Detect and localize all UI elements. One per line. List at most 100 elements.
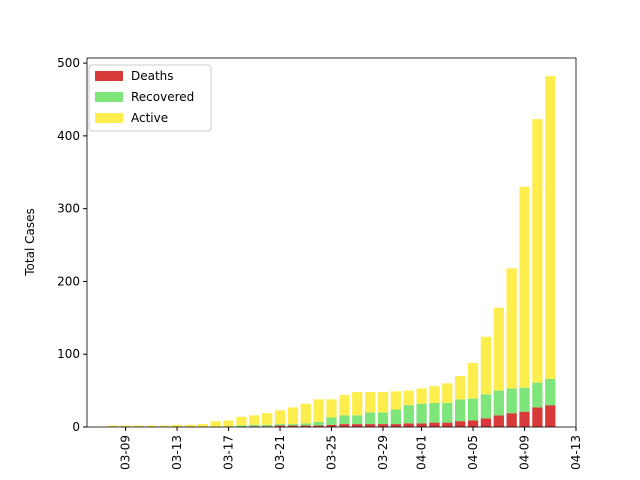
bar xyxy=(416,403,427,424)
legend-swatch xyxy=(95,71,123,81)
bar xyxy=(300,423,311,426)
x-tick-label: 03-13 xyxy=(170,435,184,470)
bar xyxy=(249,415,260,425)
bar xyxy=(506,268,517,389)
x-tick-label: 04-09 xyxy=(518,435,532,470)
bar xyxy=(403,423,414,427)
bar xyxy=(146,425,157,427)
bar xyxy=(352,392,363,416)
bar xyxy=(287,407,299,425)
bar xyxy=(403,405,414,424)
bar xyxy=(480,394,492,419)
x-tick-label: 03-25 xyxy=(325,435,339,470)
bar xyxy=(300,425,311,427)
bar xyxy=(364,424,376,427)
bar xyxy=(300,403,311,424)
bar xyxy=(352,424,363,427)
bar xyxy=(545,76,556,379)
bar xyxy=(133,425,144,427)
bar xyxy=(390,409,401,425)
bar xyxy=(287,424,299,426)
bar xyxy=(519,411,530,427)
bar xyxy=(236,425,247,427)
bar xyxy=(416,423,427,427)
bar xyxy=(326,399,337,418)
bar xyxy=(442,422,453,427)
bar xyxy=(313,425,324,427)
bar xyxy=(403,390,414,406)
y-tick-label: 0 xyxy=(72,420,80,434)
bar xyxy=(262,413,273,425)
bar xyxy=(107,425,118,427)
y-tick-label: 100 xyxy=(57,347,80,361)
bar xyxy=(429,402,440,423)
bar xyxy=(339,394,350,416)
bar xyxy=(377,392,389,413)
bar xyxy=(377,412,389,425)
bar xyxy=(455,399,466,422)
bar xyxy=(493,307,504,391)
x-tick-label: 04-13 xyxy=(569,435,583,470)
bar xyxy=(519,186,530,388)
bar xyxy=(506,388,517,414)
bar xyxy=(287,425,299,427)
bar xyxy=(493,415,504,427)
legend-label: Recovered xyxy=(131,90,194,104)
legend: Deaths Recovered Active xyxy=(88,64,212,132)
bar xyxy=(467,420,479,427)
bar xyxy=(532,407,543,427)
bar xyxy=(532,382,543,408)
bar xyxy=(326,417,337,425)
bar xyxy=(223,420,234,427)
bar xyxy=(377,424,389,427)
x-tick-label: 03-17 xyxy=(222,435,236,470)
bar xyxy=(339,415,350,425)
bar xyxy=(442,383,453,403)
bar xyxy=(364,392,376,413)
bar xyxy=(274,425,286,427)
bar xyxy=(197,424,208,427)
bar xyxy=(364,412,376,425)
bar xyxy=(184,424,196,427)
x-tick-label: 03-09 xyxy=(119,435,133,470)
bar xyxy=(274,410,286,425)
x-tick-label: 04-05 xyxy=(466,435,480,470)
bar xyxy=(455,421,466,427)
bar xyxy=(313,399,324,422)
bar xyxy=(480,336,492,395)
bar xyxy=(313,421,324,426)
x-tick-label: 03-29 xyxy=(376,435,390,470)
x-tick-label: 03-21 xyxy=(273,435,287,470)
legend-label: Active xyxy=(131,111,168,125)
bar xyxy=(159,425,170,427)
bar xyxy=(506,413,517,427)
bar xyxy=(455,376,466,400)
bar xyxy=(390,424,401,427)
bar xyxy=(236,416,247,426)
bar xyxy=(210,421,221,427)
bar xyxy=(274,424,286,426)
bar xyxy=(249,424,260,427)
bar xyxy=(262,424,273,427)
y-tick-label: 300 xyxy=(57,202,80,216)
bar xyxy=(532,119,543,383)
bar xyxy=(429,386,440,403)
y-tick-label: 200 xyxy=(57,274,80,288)
legend-label: Deaths xyxy=(131,69,174,83)
bar xyxy=(442,402,453,423)
bar xyxy=(416,388,427,404)
bar xyxy=(519,387,530,412)
bar xyxy=(493,390,504,416)
bar xyxy=(545,405,556,427)
legend-swatch xyxy=(95,113,123,123)
bar xyxy=(480,418,492,427)
bar xyxy=(429,422,440,427)
legend-swatch xyxy=(95,92,123,102)
y-tick-label: 500 xyxy=(57,56,80,70)
bar xyxy=(326,424,337,427)
y-axis-label: Total Cases xyxy=(23,208,37,276)
bar xyxy=(171,424,183,427)
x-tick-label: 04-01 xyxy=(415,435,429,470)
bar xyxy=(467,362,479,399)
